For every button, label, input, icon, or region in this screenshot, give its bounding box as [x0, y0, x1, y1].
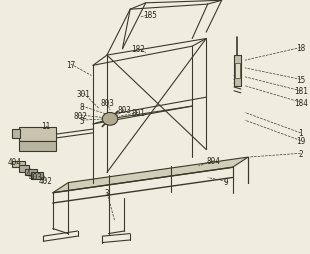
- Text: 15: 15: [296, 75, 305, 85]
- Bar: [19, 141, 56, 151]
- Bar: [31, 173, 43, 179]
- Text: 181: 181: [294, 87, 308, 96]
- Text: 5: 5: [80, 116, 84, 125]
- Text: 802: 802: [74, 111, 87, 120]
- Text: 8: 8: [80, 102, 84, 111]
- Text: 17: 17: [66, 60, 75, 69]
- Text: 11: 11: [41, 122, 51, 131]
- Text: 803: 803: [100, 98, 114, 107]
- Text: 4: 4: [26, 169, 30, 179]
- Text: 18: 18: [296, 44, 305, 53]
- Text: 402: 402: [39, 177, 53, 186]
- Bar: [19, 165, 29, 173]
- Bar: [234, 56, 241, 86]
- Text: 182: 182: [131, 45, 145, 54]
- Text: 804: 804: [207, 157, 221, 166]
- Text: 403: 403: [29, 173, 42, 182]
- Bar: [25, 169, 37, 175]
- Circle shape: [102, 113, 118, 126]
- Text: 184: 184: [294, 98, 308, 107]
- Text: 404: 404: [8, 157, 22, 167]
- Bar: [12, 161, 25, 168]
- Bar: [235, 64, 240, 79]
- Polygon shape: [53, 157, 248, 193]
- Bar: [19, 127, 56, 141]
- Text: 801: 801: [131, 108, 145, 118]
- Text: 1: 1: [299, 129, 303, 138]
- Text: 301: 301: [77, 89, 91, 99]
- Bar: [12, 130, 20, 138]
- Text: 3: 3: [105, 188, 109, 198]
- Text: 9: 9: [224, 177, 228, 186]
- Text: 2: 2: [299, 149, 303, 158]
- Text: 803: 803: [117, 106, 131, 115]
- Text: 185: 185: [144, 11, 157, 20]
- Text: 19: 19: [296, 136, 305, 146]
